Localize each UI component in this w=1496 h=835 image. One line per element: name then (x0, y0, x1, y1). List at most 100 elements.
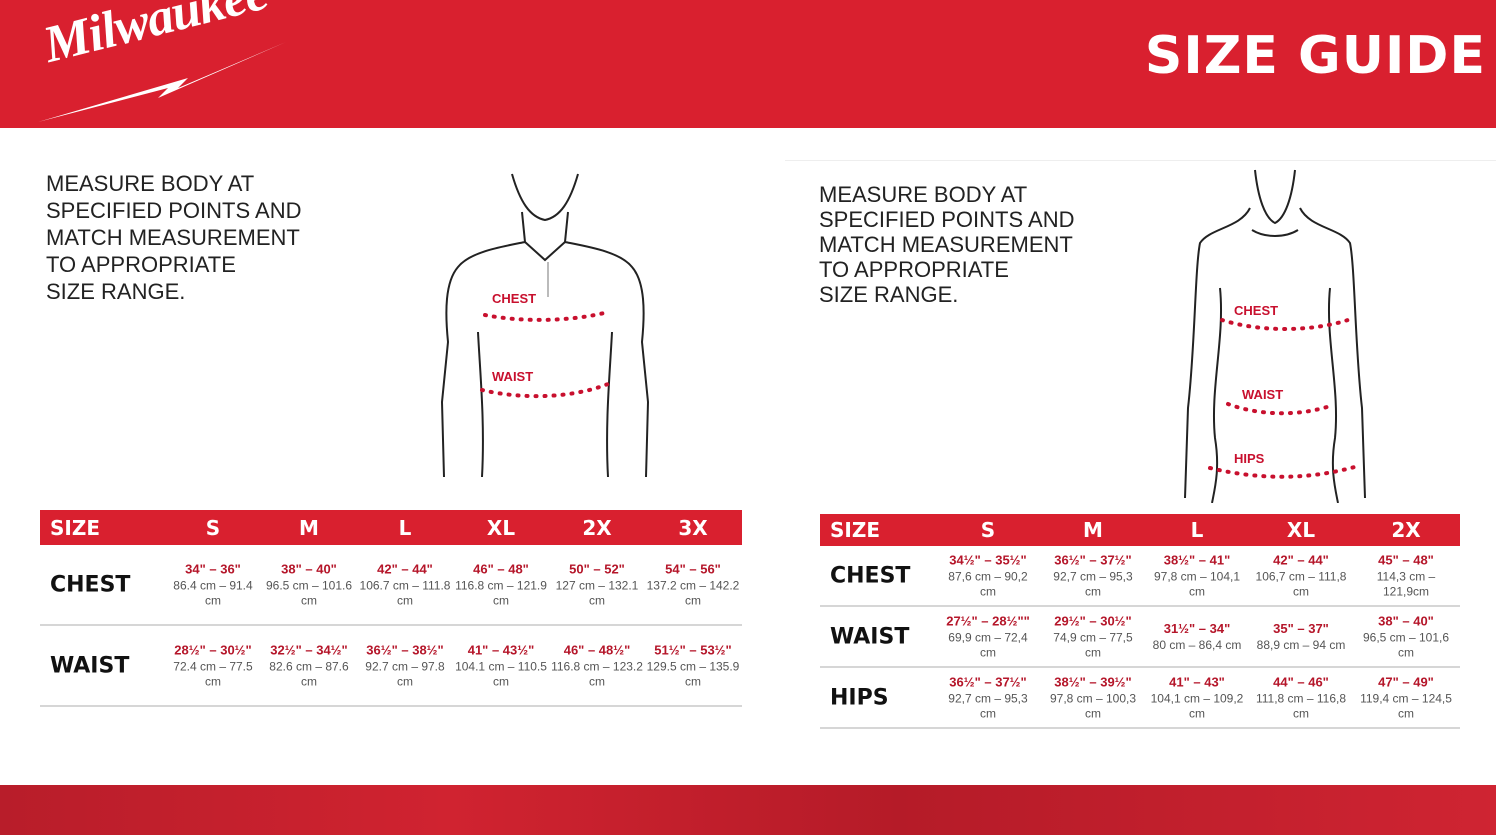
inch-range: 29½" – 30½" (1054, 613, 1132, 628)
table-row-chest: CHEST 34" – 36" 86.4 cm – 91.4 cm 38" – 40"… (40, 545, 742, 626)
table-row-waist: WAIST 28½" – 30½" 72.4 cm – 77.5 cm 32½" – … (40, 626, 742, 707)
cm-range: 72.4 cm – 77.5 cm (173, 659, 253, 688)
size-column-l: L (1190, 518, 1204, 542)
size-column-l: L (398, 515, 412, 540)
cm-range: 86.4 cm – 91.4 cm (173, 578, 253, 607)
size-cell: 34½" – 35½" 87,6 cm – 90,2 cm (940, 552, 1036, 599)
cm-range: 69,9 cm – 72,4 cm (948, 630, 1028, 659)
cm-range: 88,9 cm – 94 cm (1256, 637, 1346, 652)
row-label: WAIST (830, 624, 910, 649)
size-cell: 47" – 49" 119,4 cm – 124,5 cm (1358, 674, 1454, 721)
inch-range: 31½" – 34" (1163, 620, 1231, 636)
cm-range: 87,6 cm – 90,2 cm (948, 569, 1028, 598)
size-cell: 38½" – 41" 97,8 cm – 104,1 cm (1149, 552, 1245, 599)
inch-range: 44" – 46" (1273, 674, 1329, 689)
size-cell: 44" – 46" 111,8 cm – 116,8 cm (1253, 674, 1349, 721)
cm-range: 92,7 cm – 95,3 cm (1053, 569, 1133, 598)
size-column-2x: 2X (582, 515, 612, 540)
size-cell: 50" – 52" 127 cm – 132.1 cm (549, 561, 645, 608)
cm-range: 96.5 cm – 101.6 cm (265, 578, 353, 607)
inch-range: 38" – 40" (281, 561, 337, 576)
footer-band (0, 785, 1496, 835)
size-column-s: S (205, 515, 221, 540)
size-cell: 54" – 56" 137.2 cm – 142.2 cm (645, 561, 741, 608)
hips-marker-label: HIPS (1234, 451, 1265, 466)
instruction-line: MEASURE BODY AT (46, 171, 255, 196)
cm-range: 92.7 cm – 97.8 cm (365, 659, 445, 688)
instruction-line: MATCH MEASUREMENT (46, 225, 300, 250)
size-cell: 31½" – 34" 80 cm – 86,4 cm (1149, 621, 1245, 653)
inch-range: 42" – 44" (377, 561, 433, 576)
cm-range: 111,8 cm – 116,8 cm (1255, 691, 1347, 720)
size-cell: 35" – 37" 88,9 cm – 94 cm (1253, 621, 1349, 653)
size-cell: 41" – 43½" 104.1 cm – 110.5 cm (453, 642, 549, 689)
cm-range: 137.2 cm – 142.2 cm (646, 578, 740, 607)
cm-range: 119,4 cm – 124,5 cm (1360, 691, 1452, 720)
cm-range: 80 cm – 86,4 cm (1152, 637, 1242, 652)
inch-range: 54" – 56" (665, 561, 721, 576)
size-column-s: S (980, 518, 996, 542)
size-column-m: M (299, 515, 319, 540)
inch-range: 38½" – 41" (1163, 552, 1231, 567)
size-cell: 46" – 48" 116.8 cm – 121.9 cm (453, 561, 549, 608)
size-cell: 28½" – 30½" 72.4 cm – 77.5 cm (165, 642, 261, 689)
inch-range: 42" – 44" (1273, 552, 1329, 567)
size-header-row: SIZE S M L XL 2X 3X (40, 510, 742, 545)
size-cell: 38" – 40" 96,5 cm – 101,6 cm (1358, 613, 1454, 660)
cm-range: 127 cm – 132.1 cm (555, 578, 639, 607)
cm-range: 97,8 cm – 100,3 cm (1049, 691, 1137, 720)
inch-range: 34" – 36" (185, 561, 241, 576)
cm-range: 116.8 cm – 123.2 cm (551, 659, 643, 688)
inch-range: 35" – 37" (1273, 620, 1329, 636)
divider (785, 160, 1496, 161)
inch-range: 38½" – 39½" (1054, 674, 1132, 689)
size-column-m: M (1083, 518, 1103, 542)
inch-range: 36½" – 37½" (1054, 552, 1132, 567)
inch-range: 41" – 43½" (467, 642, 535, 657)
size-cell: 38½" – 39½" 97,8 cm – 100,3 cm (1045, 674, 1141, 721)
inch-range: 41" – 43" (1169, 674, 1225, 689)
table-row-waist: WAIST 27½" – 28½"" 69,9 cm – 72,4 cm 29½" –… (820, 607, 1460, 668)
row-label: CHEST (50, 572, 131, 597)
size-cell: 42" – 44" 106,7 cm – 111,8 cm (1253, 552, 1349, 599)
instruction-line: MEASURE BODY AT (819, 182, 1028, 207)
cm-range: 129.5 cm – 135.9 cm (646, 659, 740, 688)
waist-marker-label: WAIST (1242, 387, 1283, 402)
row-label: HIPS (830, 685, 889, 710)
inch-range: 46" – 48" (473, 561, 529, 576)
instruction-line: SPECIFIED POINTS AND (819, 207, 1075, 232)
inch-range: 36½" – 37½" (949, 674, 1027, 689)
size-cell: 34" – 36" 86.4 cm – 91.4 cm (165, 561, 261, 608)
cm-range: 96,5 cm – 101,6 cm (1362, 630, 1450, 659)
size-cell: 29½" – 30½" 74,9 cm – 77,5 cm (1045, 613, 1141, 660)
instruction-line: SPECIFIED POINTS AND (46, 198, 302, 223)
row-label: CHEST (830, 563, 911, 588)
inch-range: 47" – 49" (1378, 674, 1434, 689)
size-column-3x: 3X (678, 515, 708, 540)
left-instructions: MEASURE BODY AT SPECIFIED POINTS AND MAT… (46, 170, 302, 305)
inch-range: 27½" – 28½"" (946, 613, 1030, 628)
male-body-figure: CHEST WAIST (440, 173, 650, 478)
instruction-line: SIZE RANGE. (46, 279, 186, 304)
size-cell: 51½" – 53½" 129.5 cm – 135.9 cm (645, 642, 741, 689)
lightning-bolt-icon (38, 42, 286, 122)
size-header-label: SIZE (830, 518, 881, 542)
size-cell: 45" – 48" 114,3 cm – 121,9cm (1358, 552, 1454, 599)
cm-range: 104.1 cm – 110.5 cm (455, 659, 547, 688)
table-row-hips: HIPS 36½" – 37½" 92,7 cm – 95,3 cm 38½" – 3… (820, 668, 1460, 729)
cm-range: 106,7 cm – 111,8 cm (1255, 569, 1347, 598)
inch-range: 36½" – 38½" (366, 642, 444, 657)
size-column-2x: 2X (1391, 518, 1421, 542)
inch-range: 51½" – 53½" (654, 642, 732, 657)
inch-range: 28½" – 30½" (174, 642, 252, 657)
chest-marker-label: CHEST (1234, 303, 1278, 318)
cm-range: 82.6 cm – 87.6 cm (269, 659, 349, 688)
waist-marker-label: WAIST (492, 369, 533, 384)
instruction-line: MATCH MEASUREMENT (819, 232, 1073, 257)
inch-range: 34½" – 35½" (949, 552, 1027, 567)
size-cell: 27½" – 28½"" 69,9 cm – 72,4 cm (940, 613, 1036, 660)
size-column-xl: XL (486, 515, 516, 540)
inch-range: 32½" – 34½" (270, 642, 348, 657)
inch-range: 50" – 52" (569, 561, 625, 576)
row-label: WAIST (50, 653, 130, 678)
